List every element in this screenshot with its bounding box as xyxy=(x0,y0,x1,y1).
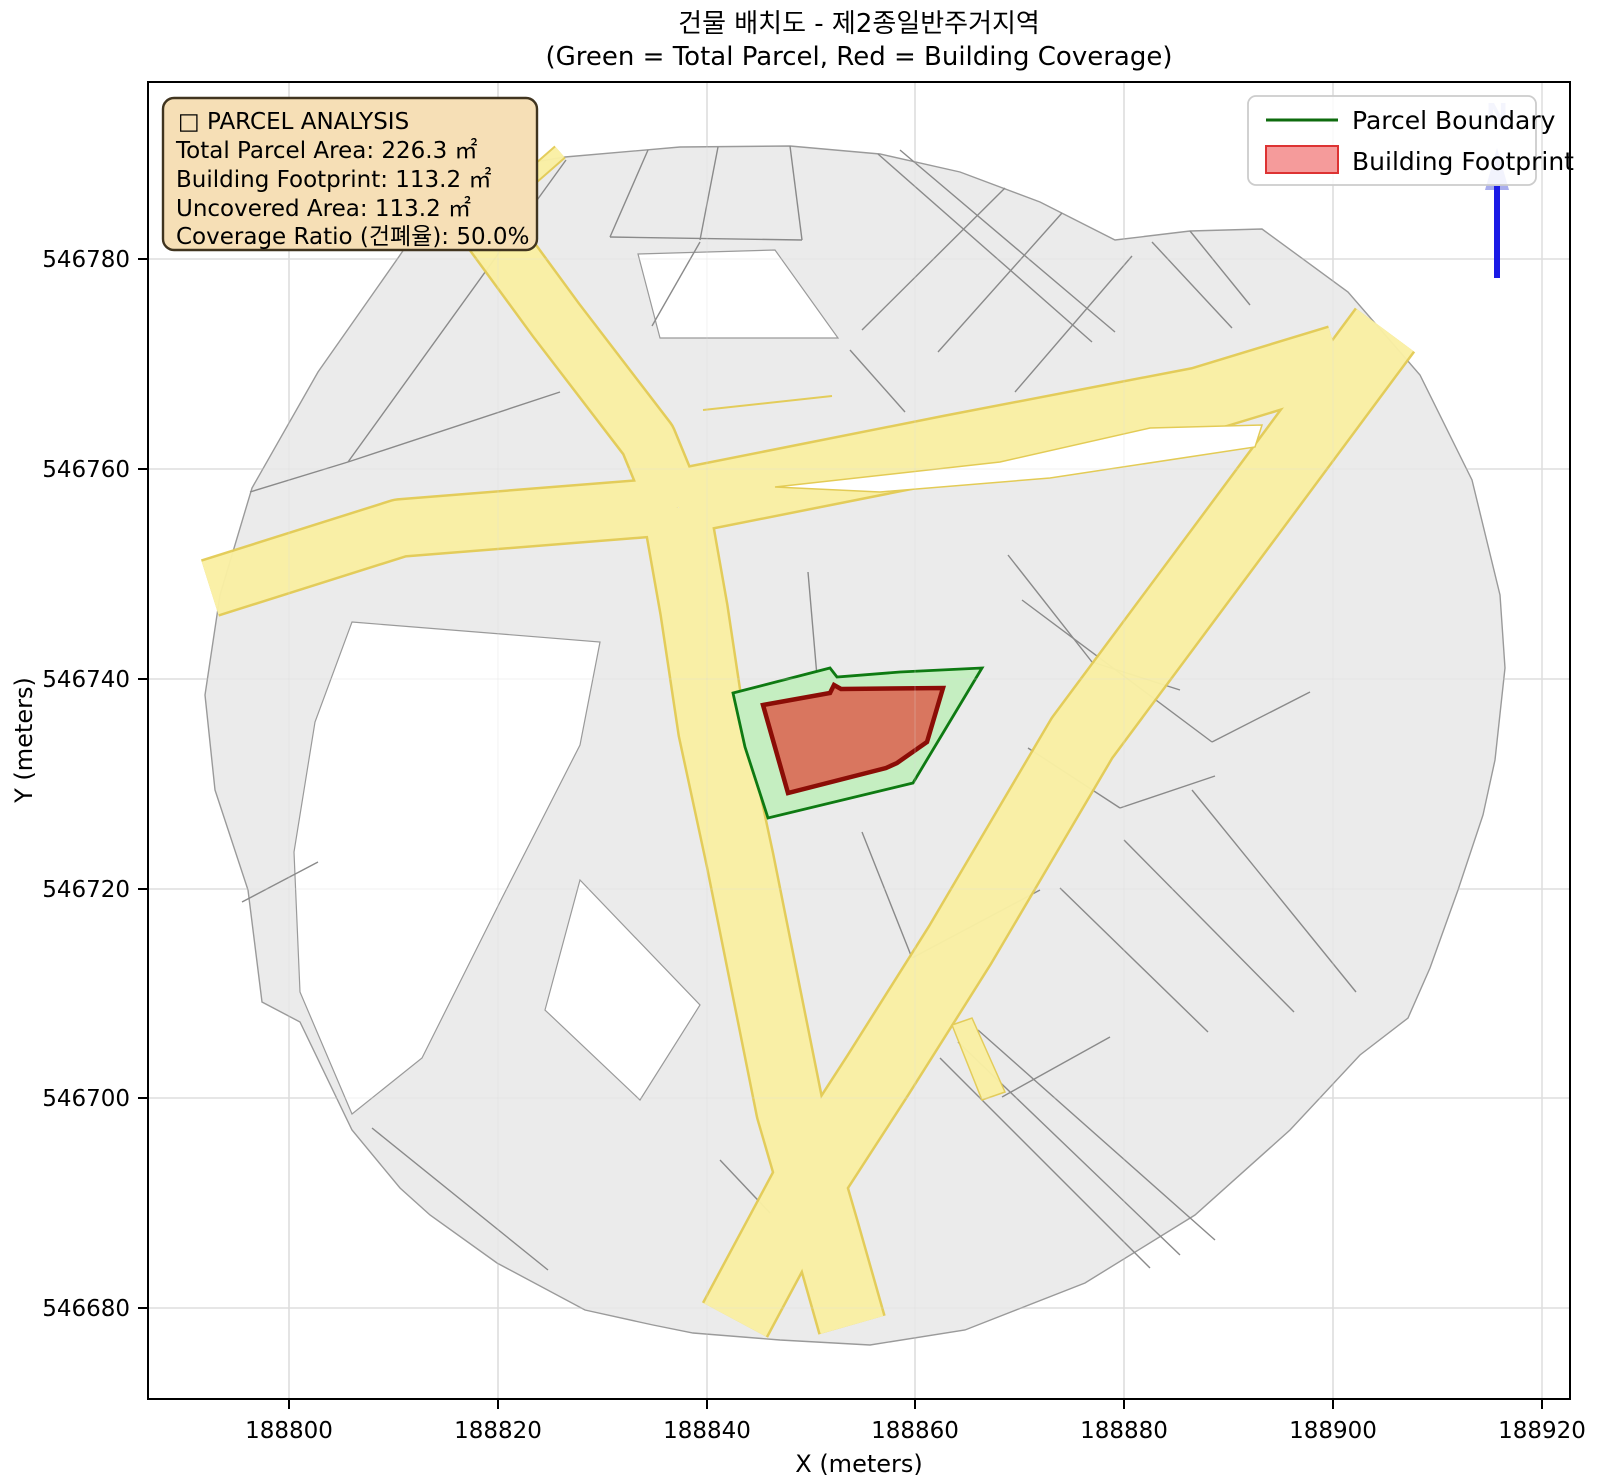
building-footprint-swatch-icon xyxy=(1265,145,1339,174)
analysis-header: □ PARCEL ANALYSIS xyxy=(178,109,409,135)
x-tick-label: 188840 xyxy=(663,1418,751,1444)
analysis-coverage-ratio: Coverage Ratio (건폐율): 50.0% xyxy=(176,224,529,250)
road-spur xyxy=(951,1017,1007,1101)
legend: Parcel Boundary Building Footprint xyxy=(1247,95,1574,186)
y-tick-label: 546700 xyxy=(42,1086,130,1112)
x-tick-label: 188920 xyxy=(1498,1418,1586,1444)
y-axis-label: Y (meters) xyxy=(10,677,38,804)
axis-tick-marks xyxy=(138,258,1543,1409)
x-tick-label: 188860 xyxy=(871,1418,959,1444)
unparceled-gaps xyxy=(293,249,840,1115)
road-network xyxy=(200,145,1416,1338)
legend-label-building-footprint: Building Footprint xyxy=(1352,147,1574,176)
y-tick-label: 546680 xyxy=(42,1296,130,1322)
parcel-analysis-box: □ PARCEL ANALYSIS Total Parcel Area: 226… xyxy=(161,96,539,252)
y-tick-label: 546780 xyxy=(42,247,130,273)
y-tick-label: 546720 xyxy=(42,877,130,903)
plot-title: 건물 배치도 - 제2종일반주거지역 xyxy=(678,9,1040,39)
y-tick-labels: 546780 546760 546740 546720 546700 54668… xyxy=(42,247,130,1322)
x-tick-label: 188820 xyxy=(454,1418,542,1444)
road-median-gap xyxy=(774,424,1264,493)
grid-overlay xyxy=(148,82,1570,1399)
x-tick-label: 188800 xyxy=(245,1418,333,1444)
analysis-total-area: Total Parcel Area: 226.3 ㎡ xyxy=(175,138,478,164)
analysis-building-footprint: Building Footprint: 113.2 ㎡ xyxy=(176,167,491,193)
building-footprint xyxy=(760,681,947,796)
y-tick-label: 546760 xyxy=(42,457,130,483)
analysis-uncovered-area: Uncovered Area: 113.2 ㎡ xyxy=(176,196,471,222)
plot-subtitle: (Green = Total Parcel, Red = Building Co… xyxy=(546,42,1173,72)
x-tick-label: 188880 xyxy=(1080,1418,1168,1444)
x-tick-labels: 188800 188820 188840 188860 188880 18890… xyxy=(245,1418,1586,1444)
y-tick-label: 546740 xyxy=(42,667,130,693)
x-axis-label: X (meters) xyxy=(795,1450,923,1478)
legend-label-parcel-boundary: Parcel Boundary xyxy=(1352,106,1556,135)
axes-frame xyxy=(147,81,1571,1400)
x-tick-label: 188900 xyxy=(1289,1418,1377,1444)
